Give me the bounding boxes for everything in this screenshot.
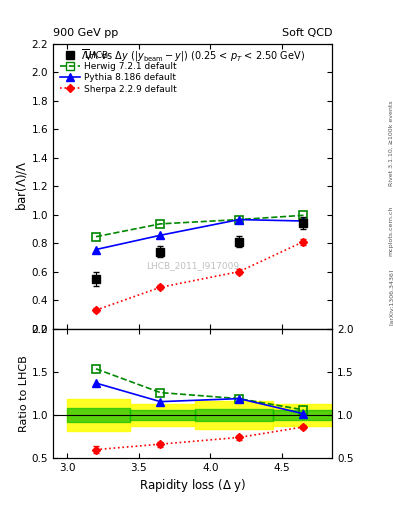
X-axis label: Rapidity loss ($\Delta$ y): Rapidity loss ($\Delta$ y) <box>139 477 246 494</box>
Text: LHCB_2011_I917009: LHCB_2011_I917009 <box>146 262 239 270</box>
Text: Soft QCD: Soft QCD <box>282 28 332 38</box>
Y-axis label: bar($\Lambda$)/$\Lambda$: bar($\Lambda$)/$\Lambda$ <box>14 161 29 211</box>
Text: 900 GeV pp: 900 GeV pp <box>53 28 118 38</box>
Legend: LHCB, Herwig 7.2.1 default, Pythia 8.186 default, Sherpa 2.2.9 default: LHCB, Herwig 7.2.1 default, Pythia 8.186… <box>57 48 179 96</box>
Y-axis label: Ratio to LHCB: Ratio to LHCB <box>19 355 29 432</box>
Text: mcplots.cern.ch: mcplots.cern.ch <box>389 205 393 255</box>
Text: [arXiv:1306.3436]: [arXiv:1306.3436] <box>389 269 393 325</box>
Text: Rivet 3.1.10, ≥100k events: Rivet 3.1.10, ≥100k events <box>389 100 393 186</box>
Text: $\overline{\Lambda}/\Lambda$ vs $\Delta y$ ($|y_{\rm beam}-y|$) (0.25 < $p_T$ < : $\overline{\Lambda}/\Lambda$ vs $\Delta … <box>81 48 305 64</box>
